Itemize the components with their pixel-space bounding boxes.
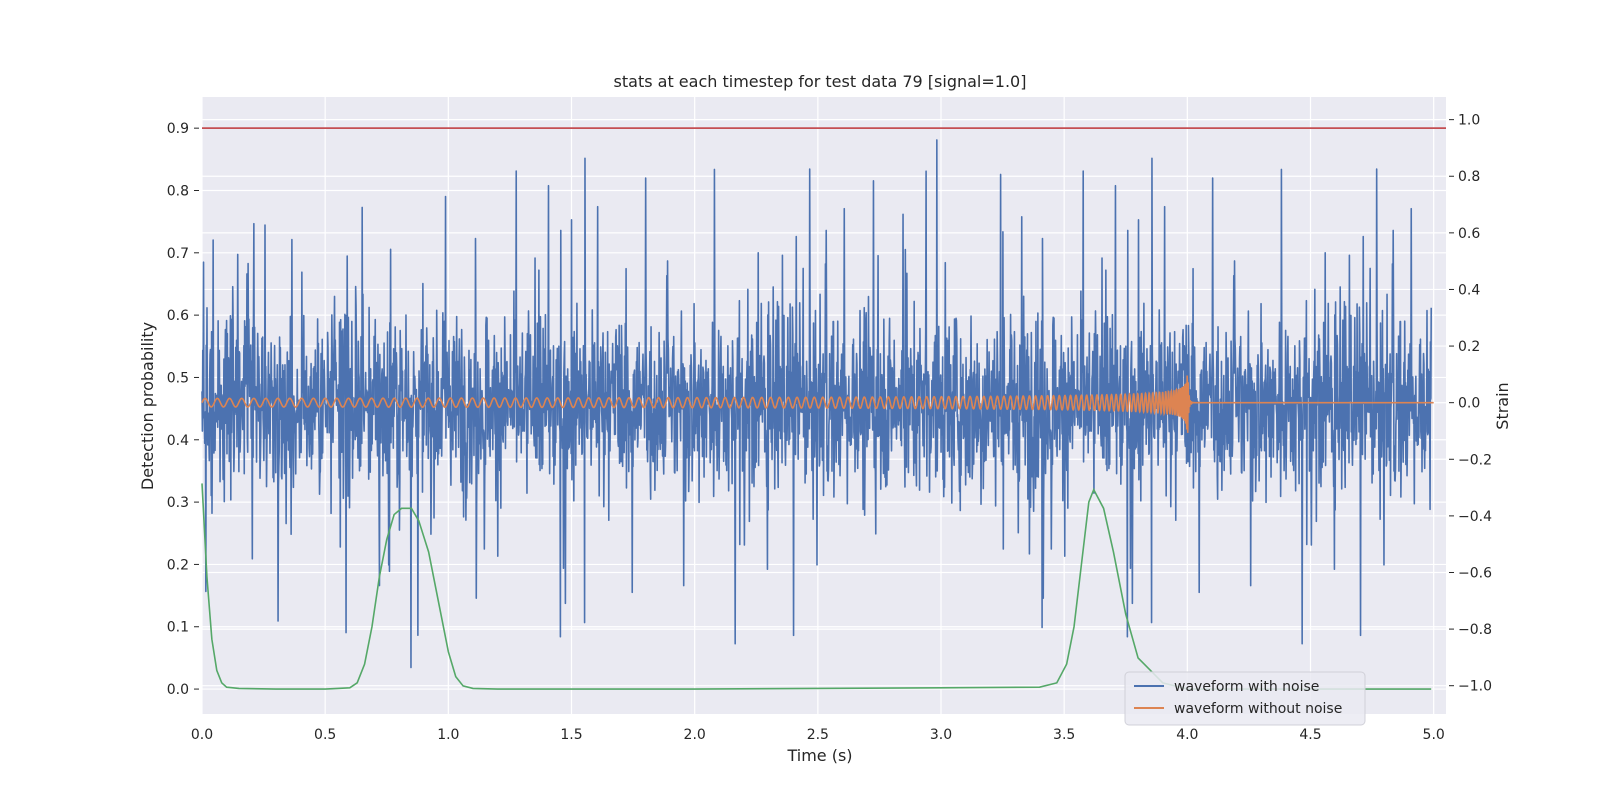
series-waveform-without-noise	[201, 375, 1434, 433]
y-left-tick-label-4: 0.4	[167, 433, 189, 449]
y-right-tick-label-0: 1.0	[1458, 113, 1480, 129]
y-left-tick-label-6: 0.6	[167, 308, 189, 324]
y-axis-right-label: Strain	[1493, 382, 1512, 429]
x-tick-label-10: 5.0	[1423, 727, 1445, 743]
legend-label-noise: waveform with noise	[1174, 679, 1319, 695]
x-tick-label-4: 2.0	[684, 727, 706, 743]
x-tick-label-1: 0.5	[314, 727, 336, 743]
x-axis-label: Time (s)	[786, 746, 852, 765]
series-detection-probability	[201, 483, 1432, 690]
y-right-tick-label-8: −0.6	[1458, 565, 1492, 581]
y-right-tick-label-6: −0.2	[1458, 452, 1492, 468]
series-waveform-with-noise	[201, 139, 1433, 669]
y-right-tick-label-9: −0.8	[1458, 622, 1492, 638]
x-tick-label-0: 0.0	[191, 727, 213, 743]
y-left-tick-label-1: 0.1	[167, 620, 189, 636]
legend: waveform with noise waveform without noi…	[1124, 671, 1366, 726]
y-right-tick-label-10: −1.0	[1458, 679, 1492, 695]
y-right-tick-label-5: 0.0	[1458, 396, 1480, 412]
y-left-tick-label-3: 0.3	[167, 495, 189, 511]
y-right-tick-label-4: 0.2	[1458, 339, 1480, 355]
x-tick-label-9: 4.5	[1299, 727, 1321, 743]
x-tick-label-3: 1.5	[560, 727, 582, 743]
y-axis-left-label: Detection probability	[138, 322, 157, 490]
x-tick-label-2: 1.0	[437, 727, 459, 743]
legend-label-clean: waveform without noise	[1174, 701, 1342, 717]
chart-title: stats at each timestep for test data 79 …	[614, 72, 1027, 91]
y-right-tick-label-3: 0.4	[1458, 282, 1480, 298]
y-right-tick-label-7: −0.4	[1458, 509, 1492, 525]
legend-box	[1124, 671, 1366, 726]
y-left-tick-label-8: 0.8	[167, 183, 189, 199]
x-tick-label-8: 4.0	[1176, 727, 1198, 743]
y-left-tick-label-7: 0.7	[167, 246, 189, 262]
x-tick-label-6: 3.0	[930, 727, 952, 743]
x-tick-label-5: 2.5	[807, 727, 829, 743]
y-left-tick-label-2: 0.2	[167, 557, 189, 573]
x-tick-label-7: 3.5	[1053, 727, 1075, 743]
y-left-tick-label-5: 0.5	[167, 370, 189, 386]
y-right-tick-label-1: 0.8	[1458, 169, 1480, 185]
y-right-tick-label-2: 0.6	[1458, 226, 1480, 242]
y-left-tick-label-9: 0.9	[167, 121, 189, 137]
y-left-tick-label-0: 0.0	[167, 682, 189, 698]
